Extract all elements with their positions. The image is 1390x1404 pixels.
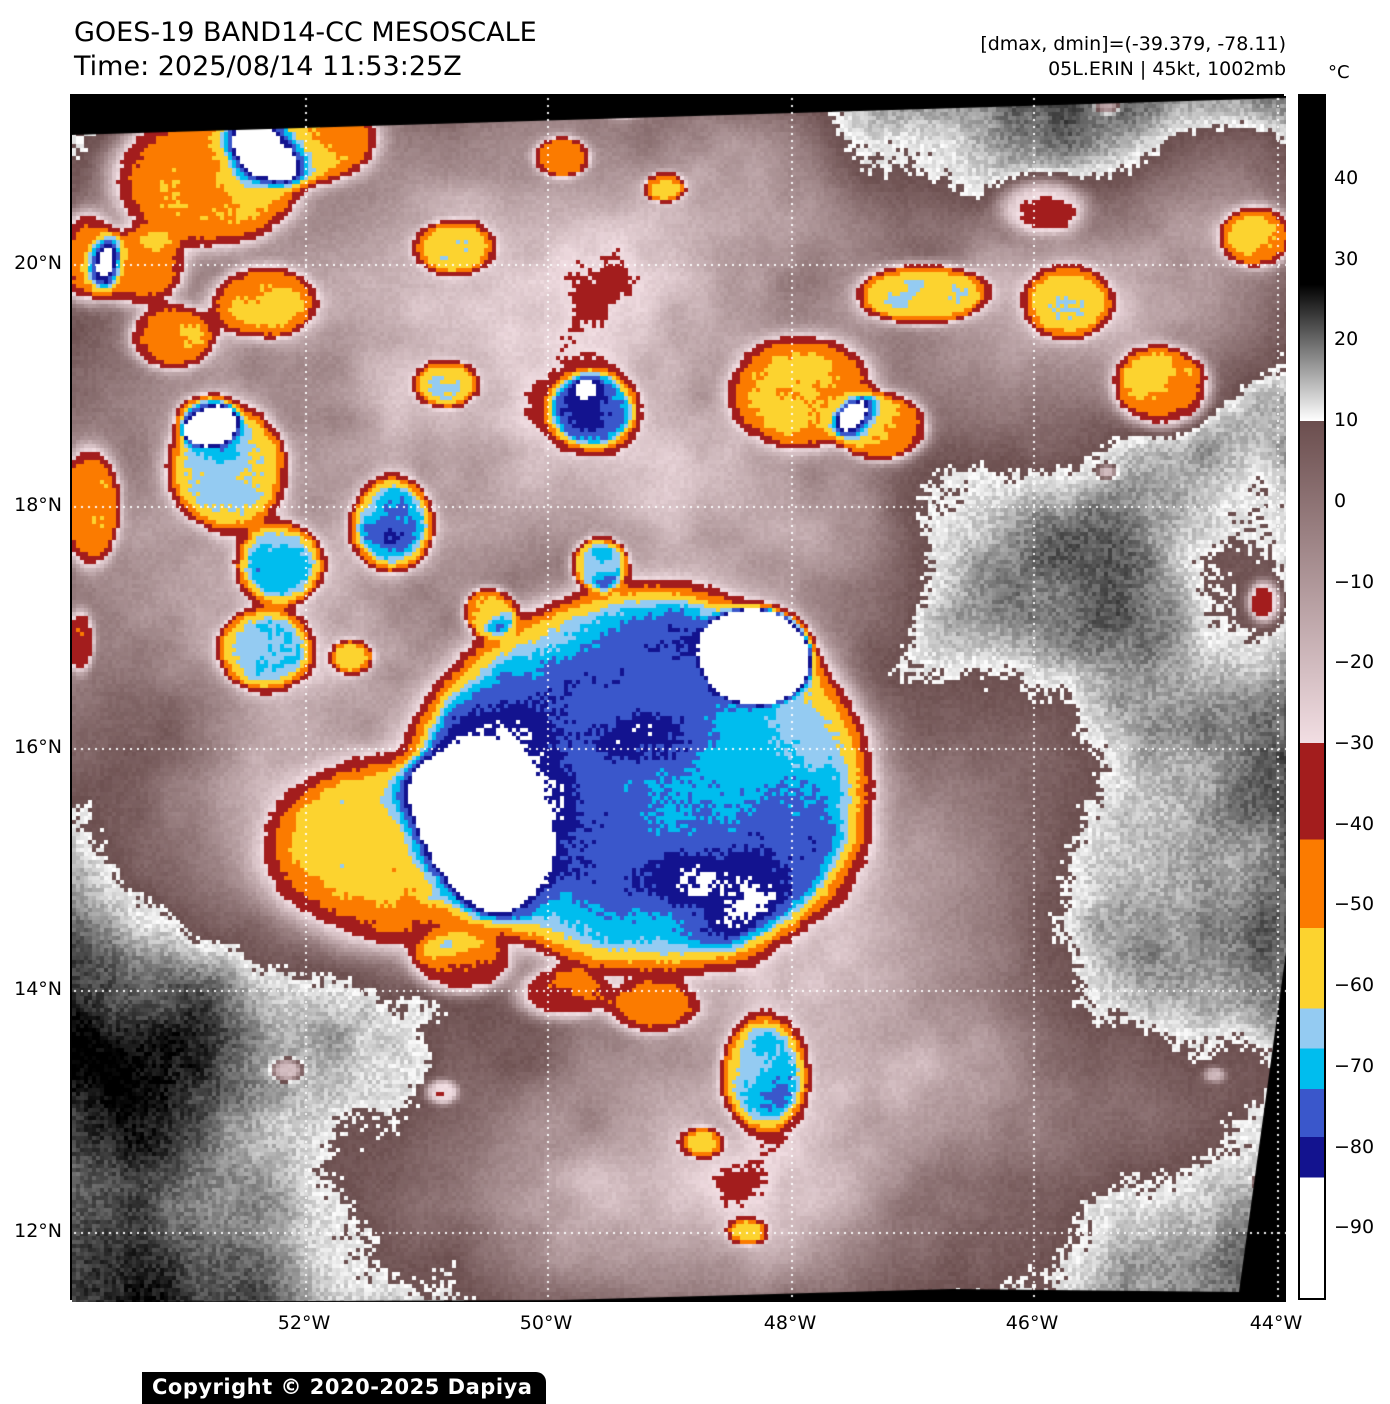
colorbar-tick-label--80: −80	[1334, 1135, 1375, 1158]
colorbar-tick-label--70: −70	[1334, 1054, 1375, 1077]
title-block: GOES-19 BAND14-CC MESOSCALE Time: 2025/0…	[74, 16, 537, 84]
lat-tick-label-16N: 16°N	[14, 736, 62, 758]
colorbar-tick-label--10: −10	[1334, 570, 1375, 593]
colorbar-unit-label: °C	[1328, 62, 1350, 83]
colorbar-tick-label--20: −20	[1334, 651, 1375, 674]
colorbar-tick-label-20: 20	[1334, 328, 1359, 351]
timestamp: Time: 2025/08/14 11:53:25Z	[74, 51, 462, 82]
dmax-dmin-annotation: [dmax, dmin]=(-39.379, -78.11)	[980, 33, 1286, 55]
colorbar-tick-label-30: 30	[1334, 247, 1359, 270]
lat-tick-label-18N: 18°N	[14, 494, 62, 516]
page-title: GOES-19 BAND14-CC MESOSCALE	[74, 17, 537, 48]
lon-tick-label-44W: 44°W	[1249, 1312, 1303, 1334]
storm-info-annotation: 05L.ERIN | 45kt, 1002mb	[1048, 58, 1286, 80]
colorbar-tick-label--50: −50	[1334, 893, 1375, 916]
satellite-viewer-page: { "header": { "title_line1": "GOES-19 BA…	[14, 16, 1375, 1404]
lon-tick-label-52W: 52°W	[277, 1312, 331, 1334]
lat-tick-label-20N: 20°N	[14, 252, 62, 274]
colorbar-tick-label--30: −30	[1334, 732, 1375, 754]
colorbar-tick-label--40: −40	[1334, 812, 1375, 835]
colorbar-tick-label-40: 40	[1334, 166, 1359, 189]
satellite-image-canvas	[72, 96, 1286, 1302]
lon-tick-label-48W: 48°W	[763, 1312, 817, 1334]
lat-tick-label-14N: 14°N	[14, 978, 62, 1000]
map-plot-area[interactable]: Copyright © 2020-2025 Dapiya	[70, 94, 1286, 1404]
colorbar-tick-label-10: 10	[1334, 409, 1359, 432]
copyright-watermark: Copyright © 2020-2025 Dapiya	[142, 1372, 547, 1404]
lon-tick-label-46W: 46°W	[1005, 1312, 1059, 1334]
temperature-colorbar	[1298, 94, 1326, 1300]
lat-tick-label-12N: 12°N	[14, 1220, 62, 1242]
colorbar-tick-label--60: −60	[1334, 974, 1375, 997]
colorbar-tick-label-0: 0	[1334, 489, 1347, 512]
annotation-block: [dmax, dmin]=(-39.379, -78.11) 05L.ERIN …	[980, 32, 1286, 82]
colorbar-tick-label--90: −90	[1334, 1216, 1375, 1239]
lon-tick-label-50W: 50°W	[519, 1312, 573, 1334]
